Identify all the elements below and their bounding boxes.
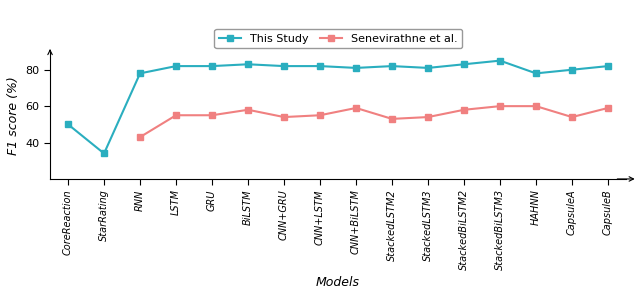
X-axis label: Models: Models [316,276,360,289]
Senevirathne et al. [352,106,360,110]
This Study [244,62,252,66]
This Study [568,68,576,72]
Senevirathne et al. [316,113,324,117]
This Study [532,72,540,75]
This Study [496,59,504,62]
Senevirathne et al. [460,108,468,112]
This Study [388,64,396,68]
This Study [64,123,72,126]
This Study [460,62,468,66]
Legend: This Study, Senevirathne et al.: This Study, Senevirathne et al. [214,29,462,48]
Line: Senevirathne et al.: Senevirathne et al. [137,103,611,140]
Senevirathne et al. [136,135,144,139]
This Study [280,64,288,68]
This Study [424,66,432,70]
Senevirathne et al. [280,115,288,119]
This Study [136,72,144,75]
Senevirathne et al. [604,106,612,110]
Senevirathne et al. [388,117,396,121]
This Study [100,152,108,155]
This Study [316,64,324,68]
This Study [208,64,216,68]
Senevirathne et al. [568,115,576,119]
Senevirathne et al. [208,113,216,117]
Senevirathne et al. [244,108,252,112]
Senevirathne et al. [424,115,432,119]
Line: This Study: This Study [65,57,611,157]
Senevirathne et al. [532,104,540,108]
Senevirathne et al. [496,104,504,108]
This Study [604,64,612,68]
This Study [352,66,360,70]
Senevirathne et al. [172,113,180,117]
Y-axis label: F1 score (%): F1 score (%) [7,76,20,155]
This Study [172,64,180,68]
